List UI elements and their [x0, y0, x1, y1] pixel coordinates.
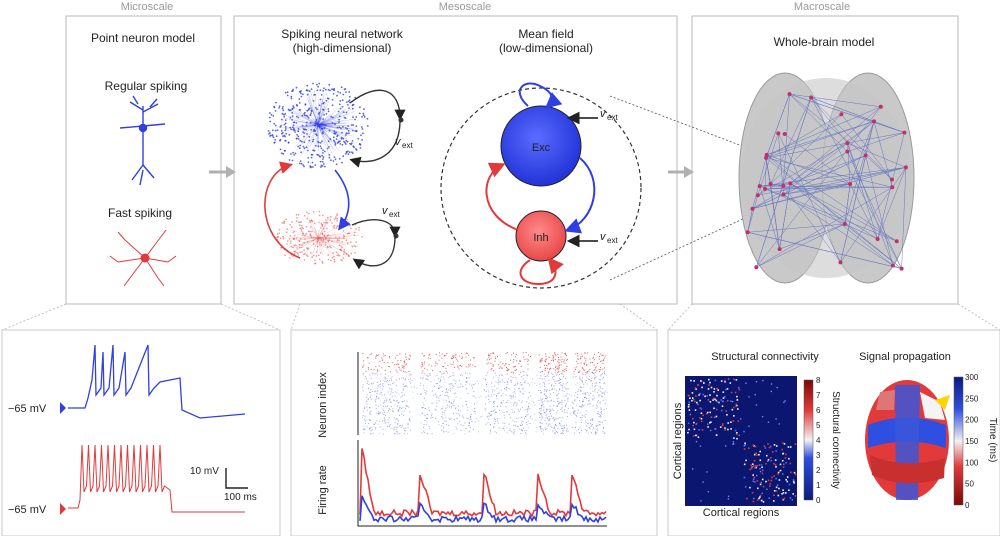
- panel-voltage-traces: [1, 329, 281, 536]
- panel-mesoscale: [233, 15, 678, 305]
- panel-raster: [290, 329, 658, 536]
- snn-vext-label-2: v: [382, 205, 389, 217]
- interneuron-icon: [109, 229, 177, 287]
- connectivity-ylabel: Cortical regions: [672, 402, 684, 479]
- connectivity-tick: 6: [816, 406, 821, 415]
- panel-connectivity: [667, 329, 1000, 536]
- snn-inh-to-exc-arrow: [264, 161, 301, 259]
- propagation-tick: 0: [965, 501, 970, 510]
- snn-vext-label-1: v: [395, 136, 402, 148]
- connectivity-title: Structural connectivity: [711, 351, 819, 363]
- scale-bar-time: 100 ms: [224, 492, 257, 503]
- connectivity-tick: 5: [816, 421, 821, 430]
- scale-bar-voltage: 10 mV: [190, 466, 219, 477]
- voltage-marker-top: [60, 402, 66, 414]
- brain-icon: [738, 72, 915, 284]
- inh-population-node: [515, 210, 567, 262]
- snn-excitatory-cloud: [267, 82, 369, 169]
- pyramidal-neuron-icon: [119, 95, 166, 186]
- connectivity-tick: 4: [816, 436, 821, 445]
- fast-spiking-trace: [68, 444, 245, 513]
- scale-bar: [225, 468, 248, 489]
- connectivity-matrix: [685, 376, 797, 506]
- fast-spiking-label: Fast spiking: [108, 206, 172, 220]
- panel-point-neuron: [65, 15, 222, 305]
- firing-rate-exc: [359, 495, 607, 525]
- snn-inhibitory-cloud: [272, 210, 363, 265]
- propagation-cbar-label: Time (ms): [987, 418, 998, 463]
- propagation-tick: 50: [965, 480, 974, 489]
- connectivity-colorbar: [803, 379, 814, 501]
- gray-arrow-1-head: [226, 166, 236, 178]
- propagation-tick: 200: [965, 416, 979, 425]
- raster-plot: [362, 352, 608, 435]
- microscale-label: Microscale: [121, 1, 174, 13]
- zoom-lines-micro: [1, 303, 281, 331]
- connectivity-tick: 8: [816, 376, 821, 385]
- connectivity-tick: 7: [816, 391, 821, 400]
- snn-vext-node-1: [398, 117, 404, 123]
- connectivity-cbar-label: Structural connectivity: [830, 391, 841, 489]
- propagation-colorbar: [953, 376, 964, 506]
- propagation-brain: [865, 380, 950, 500]
- regular-spiking-trace: [68, 344, 246, 419]
- firing-rate-inh: [359, 448, 607, 518]
- propagation-tick: 300: [965, 373, 979, 382]
- inh-self-loop: [519, 256, 564, 286]
- mf-vext-sub-2: ext: [607, 236, 618, 245]
- snn-title: Spiking neural network: [281, 27, 403, 41]
- exc-self-loop: [518, 82, 563, 109]
- gray-arrow-2-head: [684, 166, 694, 178]
- regular-spiking-label: Regular spiking: [105, 79, 188, 93]
- propagation-tick: 150: [965, 437, 979, 446]
- mean-field-subtitle: (low-dimensional): [499, 41, 593, 55]
- snn-vext-node-2: [393, 233, 399, 239]
- mean-field-dashed-circle: [440, 87, 642, 289]
- snn-subtitle: (high-dimensional): [293, 41, 392, 55]
- rate-axes: [357, 440, 607, 527]
- exc-label: Exc: [532, 142, 551, 154]
- raster-ylabel-top: Neuron index: [317, 372, 329, 438]
- mf-vext-label-2: v: [600, 231, 607, 243]
- mf-vext-sub-1: ext: [607, 113, 618, 122]
- snn-vext-arrow-exc2: [349, 119, 401, 168]
- zoom-lines-meso: [290, 303, 658, 331]
- connectivity-xlabel: Cortical regions: [703, 507, 780, 519]
- zoom-lines-macro: [667, 303, 1000, 331]
- connectivity-colorbar-ticks: 0 1 2 3 4 5 6 7 8: [816, 376, 821, 505]
- connectivity-tick: 2: [816, 466, 821, 475]
- connectivity-tick: 0: [816, 496, 821, 505]
- mesoscale-label: Mesoscale: [439, 1, 492, 13]
- mean-field-title: Mean field: [518, 27, 573, 41]
- snn-vext-sub-2: ext: [389, 210, 400, 219]
- inh-to-exc-arrow: [485, 162, 519, 231]
- zoom-line-top: [609, 95, 759, 153]
- propagation-colorbar-ticks: 0 50 100 150 200 250 300: [965, 373, 979, 510]
- voltage-marker-bottom: [60, 503, 66, 515]
- snn-vext-arrow-exc: [349, 89, 406, 121]
- exc-population-node: [500, 105, 582, 187]
- snn-vext-arrow-inh2: [352, 236, 396, 270]
- point-neuron-title: Point neuron model: [91, 31, 195, 45]
- connectivity-tick: 3: [816, 451, 821, 460]
- connectivity-tick: 1: [816, 481, 821, 490]
- panel-whole-brain: [691, 15, 959, 305]
- zoom-line-bottom: [609, 211, 759, 281]
- propagation-tick: 100: [965, 458, 979, 467]
- propagation-title: Signal propagation: [859, 351, 951, 363]
- raster-ylabel-bottom: Firing rate: [317, 465, 329, 515]
- voltage-label-top: −65 mV: [8, 403, 47, 415]
- snn-vext-arrow-inh: [351, 219, 401, 238]
- voltage-label-bottom: −65 mV: [8, 504, 47, 516]
- snn-vext-sub-1: ext: [402, 141, 413, 150]
- snn-exc-to-inh-arrow: [334, 169, 351, 231]
- whole-brain-title: Whole-brain model: [774, 35, 875, 49]
- macroscale-label: Macroscale: [794, 1, 850, 13]
- connectivity-cells: [687, 378, 797, 503]
- mf-vext-label-1: v: [600, 108, 607, 120]
- propagation-tick: 250: [965, 394, 979, 403]
- exc-to-inh-arrow: [564, 157, 596, 234]
- inh-label: Inh: [533, 232, 548, 244]
